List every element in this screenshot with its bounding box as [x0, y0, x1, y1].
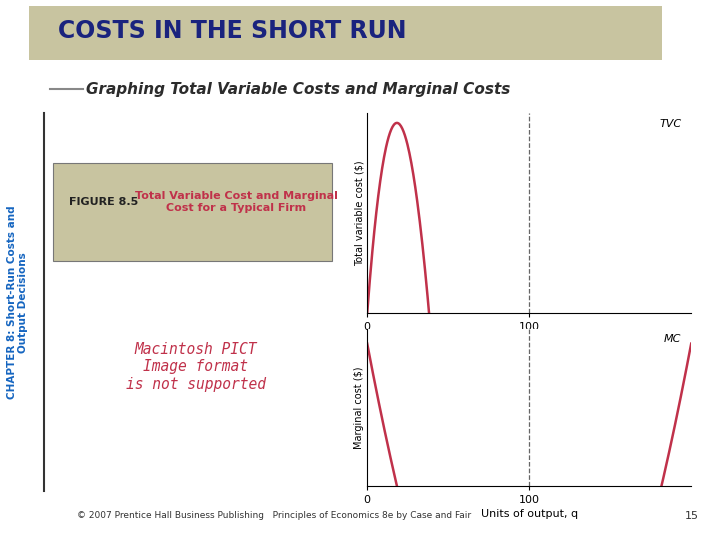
- Text: Total Variable Cost and Marginal
Cost for a Typical Firm: Total Variable Cost and Marginal Cost fo…: [135, 192, 338, 213]
- Text: 15: 15: [685, 511, 698, 521]
- Y-axis label: Marginal cost ($): Marginal cost ($): [354, 367, 364, 449]
- Text: FIGURE 8.5: FIGURE 8.5: [68, 197, 138, 207]
- Y-axis label: Total variable cost ($): Total variable cost ($): [354, 160, 364, 266]
- FancyBboxPatch shape: [53, 163, 332, 261]
- Text: CHAPTER 8: Short-Run Costs and
Output Decisions: CHAPTER 8: Short-Run Costs and Output De…: [6, 206, 29, 399]
- Text: COSTS IN THE SHORT RUN: COSTS IN THE SHORT RUN: [58, 19, 406, 43]
- Text: MC: MC: [664, 334, 681, 344]
- Text: Graphing Total Variable Costs and Marginal Costs: Graphing Total Variable Costs and Margin…: [86, 82, 510, 97]
- Text: Macintosh PICT
Image format
is not supported: Macintosh PICT Image format is not suppo…: [125, 342, 266, 392]
- Text: TVC: TVC: [660, 119, 681, 130]
- FancyBboxPatch shape: [29, 6, 662, 59]
- Text: © 2007 Prentice Hall Business Publishing   Principles of Economics 8e by Case an: © 2007 Prentice Hall Business Publishing…: [76, 511, 471, 520]
- X-axis label: Units of output, q: Units of output, q: [481, 509, 577, 519]
